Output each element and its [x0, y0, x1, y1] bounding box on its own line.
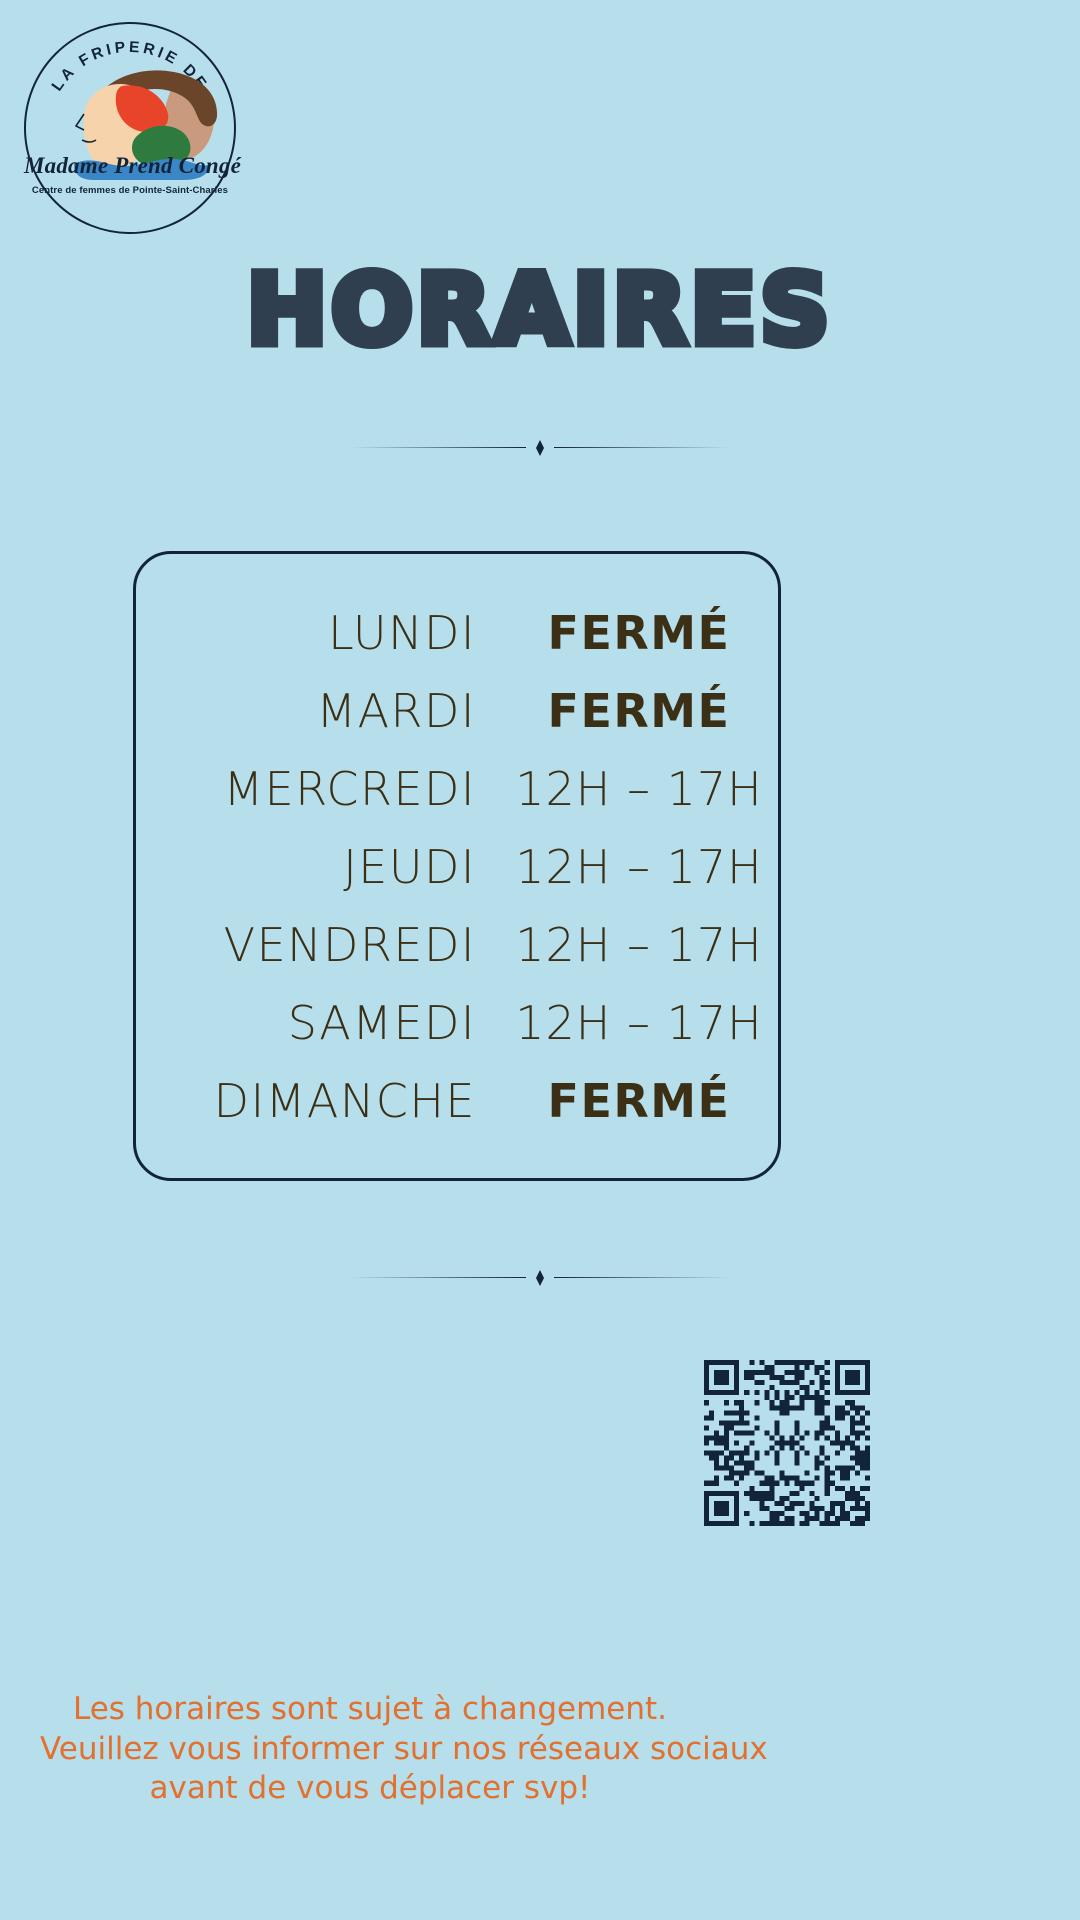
divider-diamond-icon: [536, 1270, 544, 1286]
divider-line-left: [350, 447, 526, 448]
schedule-hours-value: FERMÉ: [547, 684, 731, 738]
divider-diamond-icon: [536, 440, 544, 456]
schedule-box: LUNDI FERMÉ MARDI FERMÉ MERCREDI 12H – 1…: [133, 551, 781, 1181]
table-row: JEUDI 12H – 17H: [136, 840, 778, 918]
divider-bottom: [350, 1268, 730, 1288]
qr-code[interactable]: [704, 1358, 870, 1528]
qr-code-icon: [704, 1360, 870, 1526]
divider-top: [350, 438, 730, 458]
divider-line-left: [350, 1277, 526, 1278]
schedule-day-label: LUNDI: [328, 606, 476, 660]
logo-artwork: LA FRIPERIE DE: [49, 39, 218, 180]
logo-faces-illustration: [74, 70, 218, 180]
logo-name: Madame Prend Congé: [24, 153, 241, 178]
schedule-day-label: SAMEDI: [287, 996, 476, 1050]
footer-line-1: Les horaires sont sujet à changement.: [72, 1691, 668, 1727]
schedule-day-label: DIMANCHE: [213, 1074, 476, 1128]
schedule-hours-value: 12H – 17H: [515, 762, 763, 816]
schedule-hours-value: 12H – 17H: [515, 840, 763, 894]
divider-line-right: [554, 1277, 730, 1278]
table-row: SAMEDI 12H – 17H: [136, 996, 778, 1074]
schedule-hours-value: 12H – 17H: [515, 918, 763, 972]
divider-line-right: [554, 447, 730, 448]
logo: LA FRIPERIE DE Madame Prend Congé Centre…: [24, 22, 241, 234]
logo-subtitle: Centre de femmes de Pointe-Saint-Charles: [31, 185, 229, 196]
table-row: VENDREDI 12H – 17H: [136, 918, 778, 996]
schedule-hours-value: 12H – 17H: [515, 996, 763, 1050]
logo-outer-circle: [24, 22, 236, 234]
table-row: DIMANCHE FERMÉ: [136, 1074, 778, 1152]
schedule-hours-value: FERMÉ: [547, 606, 731, 660]
table-row: MERCREDI 12H – 17H: [136, 762, 778, 840]
schedule-day-label: MARDI: [316, 684, 476, 738]
schedule-day-label: VENDREDI: [223, 918, 476, 972]
page-title: HORAIRES: [242, 254, 834, 366]
schedule-hours-value: FERMÉ: [547, 1074, 731, 1128]
schedule-list: LUNDI FERMÉ MARDI FERMÉ MERCREDI 12H – 1…: [136, 606, 778, 1152]
schedule-day-label: JEUDI: [343, 840, 476, 894]
table-row: MARDI FERMÉ: [136, 684, 778, 762]
footer-note: Les horaires sont sujet à changement. Ve…: [40, 1690, 768, 1809]
footer-line-2: Veuillez vous informer sur nos réseaux s…: [40, 1730, 768, 1767]
table-row: LUNDI FERMÉ: [136, 606, 778, 684]
schedule-day-label: MERCREDI: [223, 762, 476, 816]
footer-line-3: avant de vous déplacer svp!: [149, 1770, 591, 1807]
